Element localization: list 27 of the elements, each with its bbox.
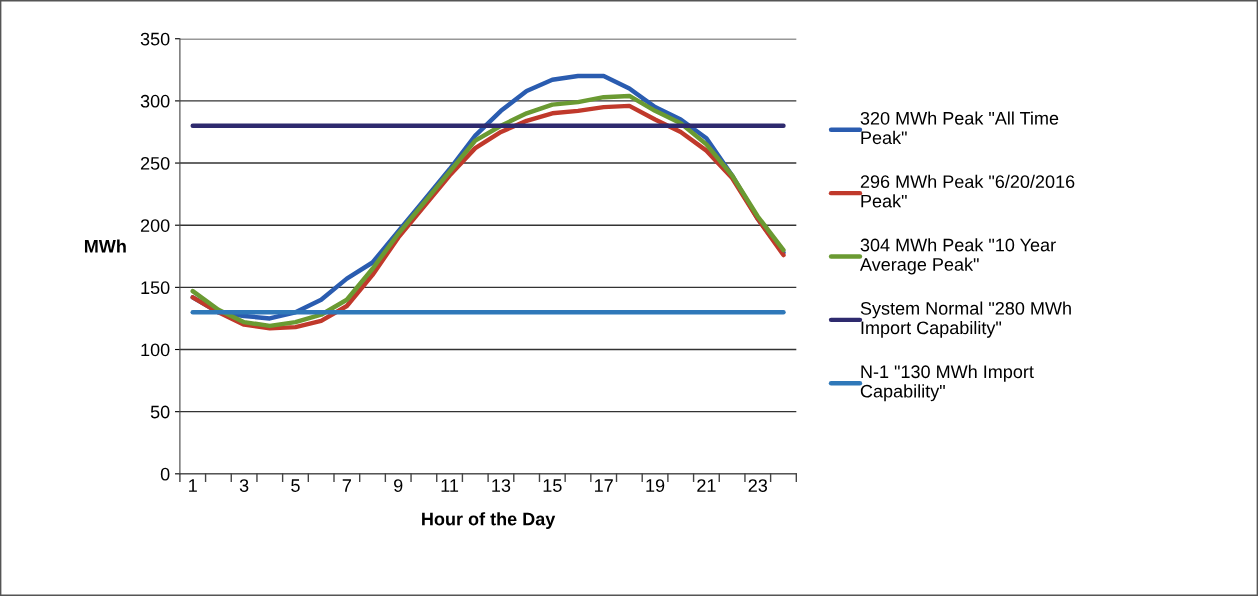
- y-tick-label: 200: [140, 219, 170, 232]
- x-tick-label: 3: [239, 479, 249, 492]
- y-tick-label: 0: [160, 467, 170, 481]
- y-tick-label: 250: [140, 156, 170, 170]
- x-tick-label: 15: [543, 479, 562, 492]
- x-tick-label: 19: [646, 479, 665, 492]
- y-tick-label: 150: [141, 281, 170, 295]
- legend-label: System Normal "280 MWh Import Capability": [860, 301, 1071, 338]
- legend-label: N-1 "130 MWh Import Capability": [860, 364, 1034, 402]
- legend-label: 304 MWh Peak "10 Year Average Peak": [859, 238, 1056, 275]
- x-tick-label: 21: [697, 479, 716, 492]
- x-tick-label: 11: [441, 479, 459, 492]
- x-tick-label: 9: [394, 479, 403, 492]
- legend-label: 296 MWh Peak "6/20/2016 Peak": [860, 174, 1075, 208]
- x-tick-label: 7: [342, 479, 351, 492]
- x-tick-label: 1: [189, 479, 197, 492]
- y-tick-label: 100: [141, 343, 170, 357]
- x-tick-label: 13: [492, 479, 511, 492]
- y-tick-label: 50: [150, 405, 170, 419]
- x-tick-label: 5: [291, 479, 300, 492]
- y-tick-label: 300: [140, 94, 170, 108]
- y-tick-label: 350: [140, 32, 170, 46]
- x-tick-label: 17: [595, 479, 613, 492]
- y-axis-title: MWh: [84, 239, 126, 253]
- x-tick-label: 23: [748, 479, 768, 492]
- x-axis-title: Hour of the Day: [422, 512, 556, 530]
- legend-label: 320 MWh Peak "All Time Peak": [860, 111, 1059, 145]
